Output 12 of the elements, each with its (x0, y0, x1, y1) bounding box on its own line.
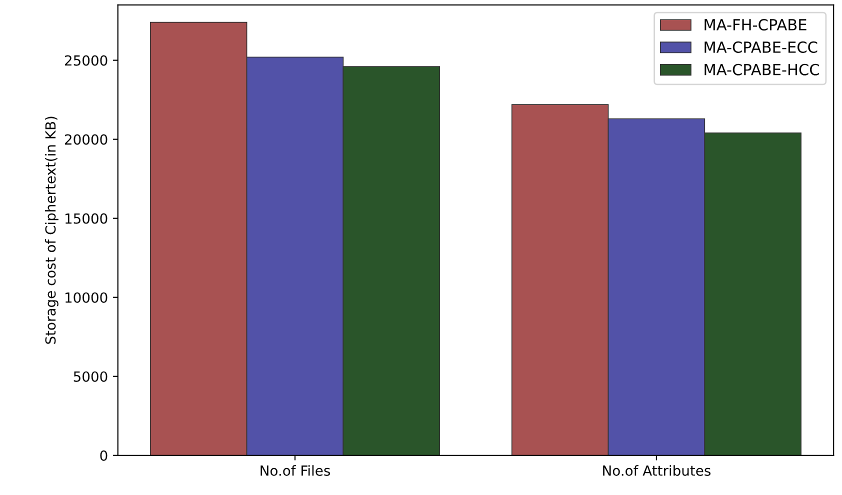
y-tick-label: 25000 (64, 55, 108, 66)
y-tick-label: 20000 (64, 134, 108, 145)
y-tick-label: 5000 (74, 371, 108, 382)
legend-label: MA-FH-CPABE (704, 18, 806, 31)
x-tick-label: No.of Attributes (603, 465, 710, 476)
y-axis-title: Storage cost of Ciphertext(in KB) (44, 116, 58, 344)
y-tick-label: 0 (100, 450, 108, 461)
x-tick-label: No.of Files (260, 465, 330, 476)
y-tick-label: 10000 (66, 292, 108, 303)
legend-label: MA-CPABE-HCC (704, 64, 819, 76)
legend-label: MA-CPABE-ECC (704, 41, 818, 53)
y-tick-label: 15000 (66, 213, 108, 224)
